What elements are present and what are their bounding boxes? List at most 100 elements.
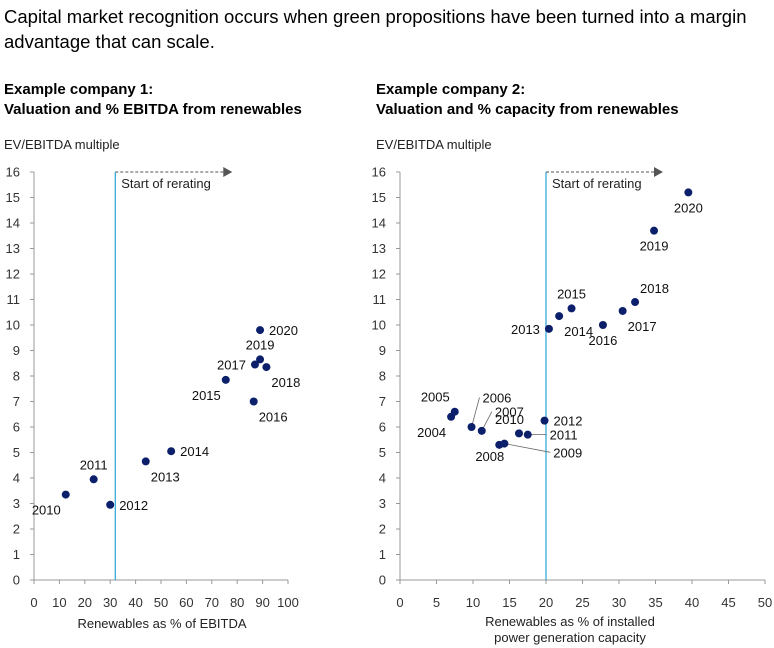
chart2-y-tick-label: 3 xyxy=(379,496,386,511)
chart1-point-label: 2016 xyxy=(259,410,288,425)
chart2-y-tick-label: 5 xyxy=(379,445,386,460)
chart2-y-tick-label: 14 xyxy=(372,216,386,231)
chart1-y-tick-label: 12 xyxy=(6,267,20,282)
headline: Capital market recognition occurs when g… xyxy=(4,6,747,52)
chart1-x-tick-label: 90 xyxy=(255,595,269,610)
chart2-y-tick-label: 1 xyxy=(379,547,386,562)
chart2-y-tick-label: 7 xyxy=(379,394,386,409)
chart1-y-tick-label: 3 xyxy=(13,496,20,511)
chart1-y-tick-label: 9 xyxy=(13,343,20,358)
chart1-x-tick-label: 60 xyxy=(179,595,193,610)
chart2-point-label: 2010 xyxy=(495,412,524,427)
chart2-point-2010 xyxy=(514,429,523,438)
chart2-point-label: 2009 xyxy=(553,445,582,460)
chart1-point-2017 xyxy=(250,360,259,369)
chart2-x-tick-label: 40 xyxy=(685,595,699,610)
chart1-point-2014 xyxy=(167,447,176,456)
chart1-y-tick-label: 11 xyxy=(7,292,21,307)
chart2-x-tick-label: 0 xyxy=(396,595,403,610)
chart1-y-tick-label: 16 xyxy=(6,165,20,180)
chart2-rerating-arrowhead xyxy=(654,167,663,177)
chart2-point-label: 2019 xyxy=(640,239,669,254)
chart2-title: Example company 2: Valuation and % capac… xyxy=(376,80,679,120)
chart2-point-label: 2017 xyxy=(628,319,657,334)
chart1-point-2019 xyxy=(256,355,265,364)
chart2-point-2006 xyxy=(467,423,476,431)
chart2-point-2011 xyxy=(523,430,532,439)
chart2-point-label: 2015 xyxy=(557,286,586,301)
chart1-point-label: 2019 xyxy=(246,337,275,352)
chart2-point-label: 2007 xyxy=(495,405,524,420)
chart2-y-tick-label: 15 xyxy=(372,190,386,205)
chart1-y-tick-label: 15 xyxy=(6,190,20,205)
chart2-rerating-label: Start of rerating xyxy=(552,176,642,191)
chart2-point-label: 2005 xyxy=(421,390,450,405)
chart1-x-tick-label: 20 xyxy=(78,595,92,610)
chart1-rerating-label: Start of rerating xyxy=(121,176,211,191)
chart2-x-tick-label: 45 xyxy=(721,595,735,610)
chart2-point-2009 xyxy=(500,439,509,448)
chart1-x-tick-label: 30 xyxy=(103,595,117,610)
chart2-point-label: 2013 xyxy=(511,322,540,337)
chart1-title: Example company 1: Valuation and % EBITD… xyxy=(4,80,302,120)
chart1-point-label: 2012 xyxy=(119,498,148,513)
chart2-y-tick-label: 12 xyxy=(372,267,386,282)
chart2-point-2007 xyxy=(477,426,486,435)
chart2-x-tick-label: 30 xyxy=(612,595,626,610)
chart1-point-2020 xyxy=(256,326,265,335)
chart1-y-tick-label: 8 xyxy=(13,369,20,384)
chart2-point-label: 2016 xyxy=(588,333,617,348)
chart1-x-tick-label: 10 xyxy=(52,595,66,610)
chart2-y-tick-label: 2 xyxy=(379,522,386,537)
chart2-point-2020 xyxy=(684,188,693,197)
chart1-point-label: 2013 xyxy=(151,469,180,484)
chart1-point-2013 xyxy=(141,457,150,466)
chart1-x-tick-label: 0 xyxy=(30,595,37,610)
chart2-x-tick-label: 15 xyxy=(502,595,516,610)
chart2-y-tick-label: 6 xyxy=(379,420,386,435)
chart2-y-tick-label: 9 xyxy=(379,343,386,358)
chart2-title-line1: Example company 2: xyxy=(376,81,526,98)
chart1-point-label: 2018 xyxy=(271,375,300,390)
chart2-leader-line xyxy=(471,397,480,428)
chart1-point-label: 2020 xyxy=(269,323,298,338)
chart1-rerating-arrowhead xyxy=(223,167,233,177)
chart1-y-tick-label: 10 xyxy=(6,318,20,333)
chart2-point-label: 2004 xyxy=(417,425,446,440)
chart2-x-tick-label: 20 xyxy=(539,595,553,610)
chart1-x-axis-label: Renewables as % of EBITDA xyxy=(34,616,290,632)
chart2-point-2016 xyxy=(598,321,607,329)
chart1-x-tick-label: 100 xyxy=(277,595,299,610)
chart2-x-tick-label: 35 xyxy=(648,595,662,610)
chart2-x-tick-label: 10 xyxy=(466,595,480,610)
chart2-point-2018 xyxy=(631,298,640,307)
chart1-x-axis-label-line1: Renewables as % of EBITDA xyxy=(77,616,247,631)
chart2-point-label: 2020 xyxy=(674,200,703,215)
chart2-title-line2: Valuation and % capacity from renewables xyxy=(376,101,679,118)
chart1-point-label: 2017 xyxy=(217,358,246,373)
chart2-y-tick-label: 11 xyxy=(373,292,387,307)
chart1-x-tick-label: 70 xyxy=(205,595,219,610)
chart2-x-tick-label: 25 xyxy=(575,595,589,610)
chart2-point-label: 2011 xyxy=(550,427,578,442)
chart1-point-2015 xyxy=(221,375,230,384)
chart2-y-axis-label: EV/EBITDA multiple xyxy=(376,137,492,152)
chart1-y-tick-label: 0 xyxy=(13,573,20,588)
chart2-y-tick-label: 0 xyxy=(379,573,386,588)
chart2-point-2015 xyxy=(567,304,576,313)
chart2-leader-line xyxy=(504,443,551,453)
chart2-x-tick-label: 50 xyxy=(758,595,772,610)
chart1-title-line2: Valuation and % EBITDA from renewables xyxy=(4,101,302,118)
chart1-point-2018 xyxy=(262,363,271,372)
chart1-y-tick-label: 4 xyxy=(13,471,20,486)
chart1-y-tick-label: 5 xyxy=(13,445,20,460)
chart2-x-axis-label-line1: Renewables as % of installed xyxy=(485,614,655,629)
chart2-point-2005 xyxy=(450,407,459,416)
chart1-y-tick-label: 13 xyxy=(6,241,20,256)
chart2-y-tick-label: 16 xyxy=(372,165,386,180)
chart1-point-2016 xyxy=(249,397,258,406)
chart2-point-label: 2008 xyxy=(475,449,504,464)
